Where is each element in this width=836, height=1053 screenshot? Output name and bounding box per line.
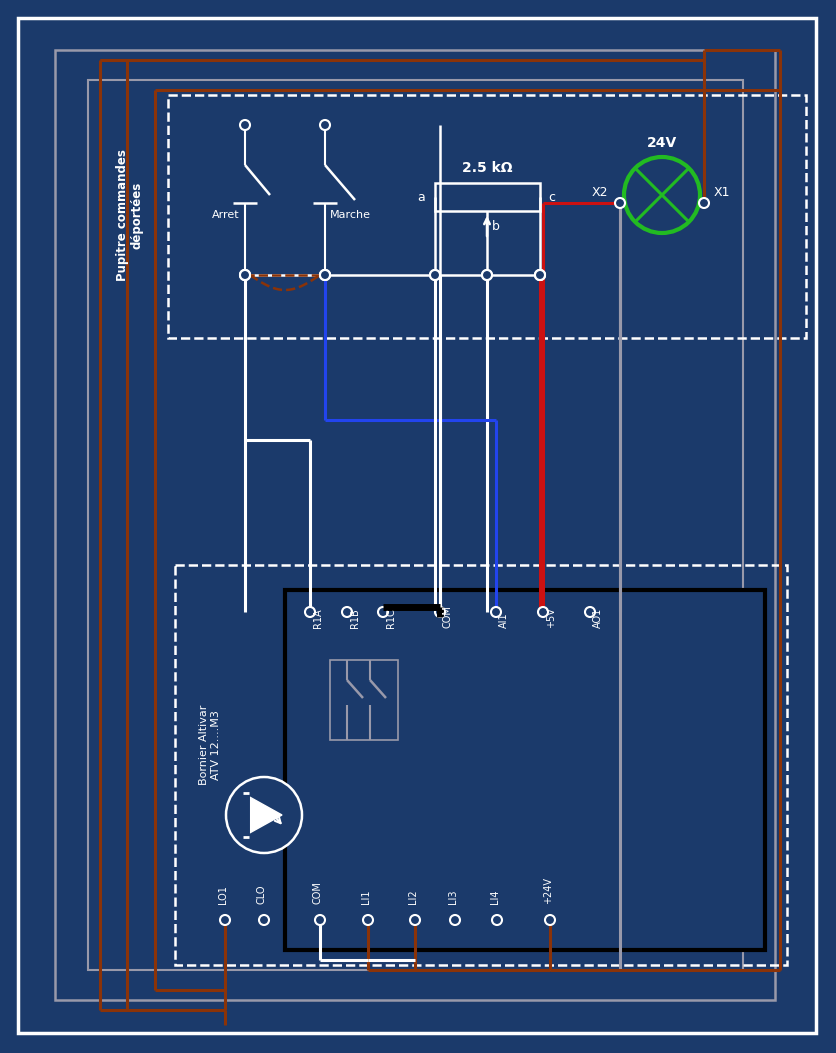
Circle shape (538, 607, 548, 617)
Text: b: b (491, 219, 499, 233)
Text: Pupitre commandes
déportées: Pupitre commandes déportées (116, 150, 144, 281)
Circle shape (314, 915, 324, 925)
Text: X2: X2 (591, 185, 607, 199)
Circle shape (482, 270, 492, 280)
Circle shape (534, 270, 544, 280)
Circle shape (491, 607, 501, 617)
Circle shape (492, 915, 502, 925)
Bar (168, 95, 805, 338)
Text: AO1: AO1 (592, 608, 602, 628)
Circle shape (450, 915, 460, 925)
Circle shape (226, 777, 302, 853)
Text: +24V: +24V (543, 877, 553, 903)
Circle shape (258, 915, 268, 925)
Circle shape (240, 120, 250, 130)
Circle shape (430, 270, 440, 280)
Circle shape (319, 120, 329, 130)
Text: c: c (548, 191, 554, 203)
Circle shape (584, 607, 594, 617)
Text: LI3: LI3 (447, 890, 457, 903)
Text: COM: COM (442, 605, 452, 628)
Circle shape (240, 270, 250, 280)
Bar (88, 80, 742, 970)
Circle shape (534, 270, 544, 280)
Polygon shape (246, 795, 282, 835)
Circle shape (319, 270, 329, 280)
Text: +5V: +5V (545, 608, 555, 628)
Text: 24V: 24V (646, 136, 676, 150)
Bar (435, 183, 539, 211)
Bar (285, 590, 764, 950)
Circle shape (624, 157, 699, 233)
Text: a: a (417, 191, 425, 203)
Text: R1C: R1C (385, 609, 395, 628)
Circle shape (482, 270, 492, 280)
Circle shape (698, 198, 708, 208)
Circle shape (304, 607, 314, 617)
Text: Arret: Arret (212, 210, 240, 220)
Circle shape (614, 198, 624, 208)
Text: R1A: R1A (313, 609, 323, 628)
Circle shape (435, 607, 445, 617)
Text: Marche: Marche (329, 210, 370, 220)
Text: Bornier Altivar
ATV 12....M3: Bornier Altivar ATV 12....M3 (199, 704, 221, 786)
Bar (175, 565, 786, 965)
Circle shape (319, 270, 329, 280)
Circle shape (240, 270, 250, 280)
Text: LI1: LI1 (360, 890, 370, 903)
Circle shape (378, 607, 388, 617)
Text: CLO: CLO (257, 885, 267, 903)
Circle shape (544, 915, 554, 925)
Circle shape (240, 270, 250, 280)
Text: LO1: LO1 (217, 886, 227, 903)
Text: X1: X1 (713, 185, 730, 199)
Text: R1B: R1B (349, 609, 359, 628)
Text: 2.5 kΩ: 2.5 kΩ (461, 161, 512, 175)
Circle shape (220, 915, 230, 925)
Bar (55, 49, 774, 1000)
Circle shape (363, 915, 373, 925)
Circle shape (342, 607, 352, 617)
Circle shape (430, 270, 440, 280)
Text: COM: COM (313, 881, 323, 903)
Bar (329, 660, 398, 740)
Text: LI2: LI2 (407, 890, 417, 903)
Circle shape (534, 270, 544, 280)
Text: LI4: LI4 (489, 890, 499, 903)
Text: AI1: AI1 (498, 613, 508, 628)
Circle shape (319, 270, 329, 280)
Circle shape (410, 915, 420, 925)
